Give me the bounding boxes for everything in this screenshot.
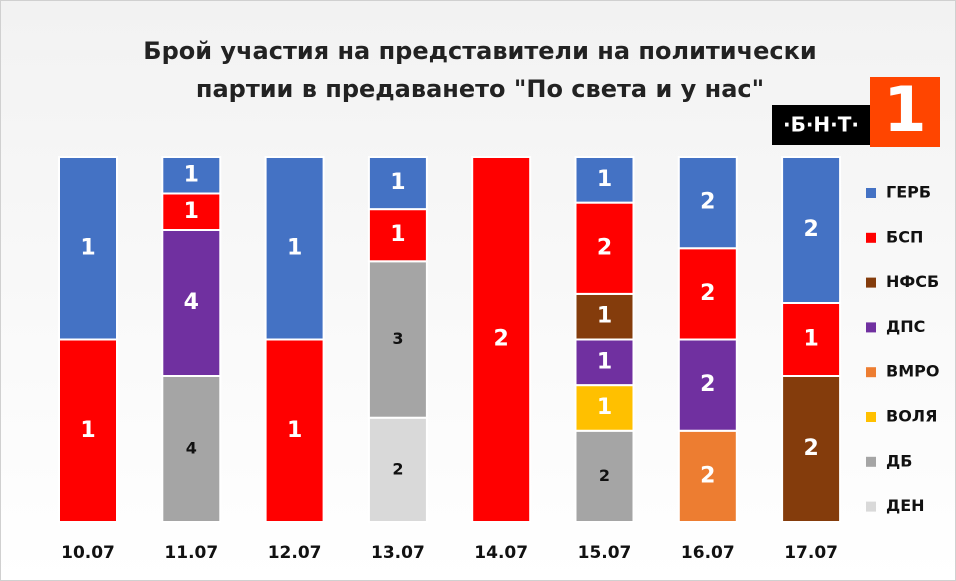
bar-segment bbox=[58, 338, 118, 523]
x-tick-label: 15.07 bbox=[578, 543, 632, 563]
data-label: 2 bbox=[700, 372, 715, 397]
bar-segment bbox=[264, 338, 325, 523]
legend-swatch bbox=[866, 232, 876, 243]
x-tick-label: 17.07 bbox=[784, 543, 838, 563]
bar-segment bbox=[264, 156, 325, 341]
chart-title: Брой участия на представители на политич… bbox=[143, 37, 816, 65]
data-label: 2 bbox=[803, 217, 818, 242]
data-label: 3 bbox=[392, 329, 403, 348]
bar-segment bbox=[58, 156, 118, 341]
logo-number: 1 bbox=[883, 73, 926, 146]
legend-label: ВОЛЯ bbox=[886, 407, 937, 426]
legend-label: ДБ bbox=[886, 451, 912, 470]
data-label: 2 bbox=[700, 463, 715, 488]
bar-segment bbox=[781, 375, 842, 523]
data-label: 1 bbox=[80, 235, 95, 260]
data-label: 1 bbox=[803, 327, 818, 352]
legend-label: ДПС bbox=[886, 317, 925, 336]
data-label: 2 bbox=[700, 190, 715, 215]
x-tick-label: 10.07 bbox=[61, 543, 115, 563]
bar-segment bbox=[677, 156, 738, 250]
bar-segment bbox=[574, 384, 635, 432]
data-label: 2 bbox=[700, 281, 715, 306]
data-label: 4 bbox=[186, 439, 197, 458]
bar-segment bbox=[574, 201, 635, 295]
legend-swatch bbox=[866, 188, 876, 198]
legend-label: ГЕРБ bbox=[886, 183, 931, 202]
data-label: 2 bbox=[599, 466, 610, 485]
bar-segment bbox=[471, 156, 532, 523]
bar-segment bbox=[161, 192, 222, 231]
bar-segment bbox=[161, 156, 222, 195]
bar-segment bbox=[677, 429, 738, 523]
bar-segment bbox=[367, 260, 428, 419]
logo-text: ·Б·Н·Т· bbox=[783, 113, 859, 137]
chart-title: партии в предаването "По света и у нас" bbox=[196, 75, 764, 103]
legend-label: ДЕН bbox=[886, 496, 925, 515]
bar-segment bbox=[367, 156, 428, 211]
bar-segment bbox=[781, 302, 842, 377]
data-label: 1 bbox=[597, 167, 612, 192]
data-label: 1 bbox=[390, 170, 405, 195]
bar-segment bbox=[161, 229, 222, 377]
data-label: 2 bbox=[597, 235, 612, 260]
bar-segment bbox=[574, 156, 635, 204]
x-tick-label: 11.07 bbox=[164, 543, 218, 563]
data-label: 4 bbox=[184, 290, 199, 315]
legend-swatch bbox=[866, 322, 876, 333]
data-label: 2 bbox=[803, 436, 818, 461]
x-tick-label: 13.07 bbox=[371, 543, 425, 563]
legend-label: ВМРО bbox=[886, 362, 939, 381]
logo-box bbox=[772, 105, 870, 145]
bar-segment bbox=[677, 247, 738, 341]
data-label: 1 bbox=[80, 418, 95, 443]
data-label: 1 bbox=[287, 235, 302, 260]
data-label: 1 bbox=[390, 222, 405, 247]
bar-segment bbox=[367, 416, 428, 524]
data-label: 1 bbox=[184, 199, 199, 224]
x-tick-label: 12.07 bbox=[268, 543, 322, 563]
data-label: 2 bbox=[494, 327, 509, 352]
data-label: 1 bbox=[597, 349, 612, 374]
x-tick-label: 16.07 bbox=[681, 543, 735, 563]
x-tick-label: 14.07 bbox=[474, 543, 528, 563]
legend-label: БСП bbox=[886, 227, 923, 246]
data-label: 1 bbox=[184, 162, 199, 187]
logo-box bbox=[870, 77, 940, 147]
bar-segment bbox=[781, 156, 842, 304]
data-label: 1 bbox=[597, 304, 612, 329]
bar-segment bbox=[574, 429, 635, 523]
legend-swatch bbox=[866, 277, 876, 288]
legend-swatch bbox=[866, 367, 876, 378]
data-label: 1 bbox=[287, 418, 302, 443]
legend-swatch bbox=[866, 501, 876, 512]
data-label: 2 bbox=[392, 459, 403, 478]
bar-segment bbox=[677, 338, 738, 432]
data-label: 1 bbox=[597, 395, 612, 420]
legend-label: НФСБ bbox=[886, 272, 939, 291]
legend-swatch bbox=[866, 456, 876, 467]
legend-swatch bbox=[866, 412, 876, 422]
